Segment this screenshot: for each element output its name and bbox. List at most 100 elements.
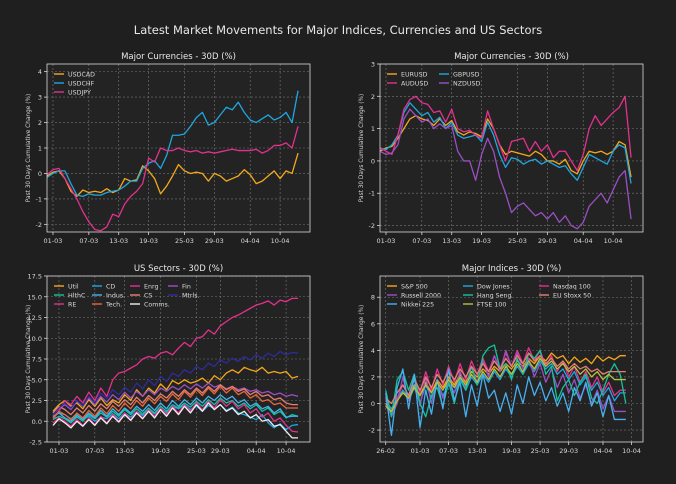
- x-tick-label: 29-03: [559, 447, 578, 455]
- y-tick-label: 3: [371, 61, 375, 69]
- x-tick-label: 13-03: [115, 447, 134, 455]
- legend-label: GBPUSD: [453, 71, 480, 78]
- x-tick-label: 19-03: [151, 447, 170, 455]
- x-tick-label: 01-03: [50, 447, 69, 455]
- y-tick-label: -1: [36, 195, 42, 203]
- y-tick-label: 1: [38, 145, 42, 153]
- x-tick-label: 13-03: [109, 237, 128, 245]
- x-tick-label: 10-04: [277, 447, 296, 455]
- y-tick-label: 8: [371, 294, 375, 302]
- legend: EURUSD GBPUSD AUDUSD NZDUSD: [387, 71, 480, 87]
- x-tick-label: 29-03: [205, 237, 224, 245]
- legend-label: Dow Jones: [477, 283, 510, 290]
- y-tick-label: -2: [369, 222, 375, 230]
- series-line-nzdusd: [380, 108, 632, 230]
- legend-label: HlthC: [68, 292, 86, 299]
- series-line-nikkei-225: [385, 368, 626, 437]
- x-tick-label: 10-04: [622, 447, 641, 455]
- y-tick-label: 5.0: [32, 376, 42, 384]
- x-tick-label: 26-02: [376, 447, 395, 455]
- series-line-audusd: [380, 95, 632, 172]
- y-tick-label: 4: [38, 68, 42, 76]
- legend: Util CD Enrg Fin HlthC Indus. CS Mtrls. RE Tech. C…: [54, 283, 200, 308]
- y-tick-label: 4: [371, 347, 375, 355]
- series-line-eurusd: [380, 115, 632, 178]
- x-tick-label: 04-04: [594, 447, 613, 455]
- axes-frame: [379, 63, 644, 233]
- x-tick-label: 07-03: [439, 447, 458, 455]
- y-tick-label: -1: [369, 190, 375, 198]
- series-line-hlthc: [52, 397, 299, 424]
- legend-label: Indus.: [106, 292, 125, 299]
- x-tick-label: 04-04: [574, 237, 593, 245]
- series-line-indus-: [52, 394, 299, 422]
- y-axis-label: Past 30 Days Cumulative Change (%): [359, 305, 365, 413]
- x-tick-label: 25-03: [508, 237, 527, 245]
- x-tick-label: 19-03: [472, 237, 491, 245]
- y-tick-label: 0: [371, 157, 375, 165]
- series-line-ftse-100: [385, 357, 626, 413]
- legend-label: CS: [144, 292, 152, 299]
- y-tick-label: -2: [369, 427, 375, 435]
- x-tick-label: 01-03: [377, 237, 396, 245]
- y-axis-label: Past 30 Days Cumulative Change (%): [359, 94, 365, 202]
- x-tick-label: 07-03: [85, 447, 104, 455]
- subplot-title: Major Currencies - 30D (%): [454, 52, 569, 62]
- series-line-fin: [52, 382, 299, 416]
- x-tick-label: 13-03: [468, 447, 487, 455]
- series-line-enrg: [52, 297, 299, 420]
- chart-currencies: -2 -1 0 1 2 3 4 01-03 07-03 13-03 19-03 25-03 29-03 0…: [26, 52, 311, 245]
- legend-label: USDCAD: [68, 71, 95, 78]
- y-tick-label: 7.5: [32, 356, 42, 364]
- series-line-util: [52, 366, 299, 412]
- series-line-hang-seng: [385, 344, 627, 418]
- axes-frame: [46, 275, 311, 443]
- x-tick-label: 07-03: [79, 237, 98, 245]
- legend-label: RE: [68, 301, 76, 308]
- series-line-usdcad: [47, 152, 299, 198]
- legend-label: EU Stoxx 50: [553, 292, 591, 299]
- subplots: -2 -1 0 1 2 3 4 01-03 07-03 13-03 19-03 25-03 29-03 0…: [26, 52, 644, 455]
- y-axis-label: Past 30 Days Cumulative Change (%): [26, 94, 32, 202]
- x-tick-label: 13-03: [442, 237, 461, 245]
- series-line-re: [52, 399, 299, 433]
- y-tick-label: 0.0: [32, 418, 42, 426]
- x-tick-label: 25-03: [175, 237, 194, 245]
- chart-sectors: -2.5 0.0 2.5 5.0 7.5 10.0 12.5 15.0 17.5 01-03 07-…: [26, 264, 311, 455]
- y-tick-label: 17.5: [28, 273, 42, 281]
- y-tick-label: 15.0: [28, 293, 42, 301]
- series-line-usdchf: [47, 90, 299, 198]
- legend-label: AUDUSD: [401, 80, 428, 87]
- series-line-comms-: [52, 402, 299, 439]
- legend-label: Util: [68, 283, 79, 290]
- legend-label: Nasdaq 100: [553, 283, 591, 290]
- axes-frame: [46, 63, 311, 233]
- chart-fx2: -2 -1 0 1 2 3 01-03 07-03 13-03 19-03 25-03 29-03 04…: [359, 52, 644, 245]
- y-tick-label: 12.5: [28, 314, 42, 322]
- legend-label: Fin: [182, 283, 191, 290]
- x-tick-label: 19-03: [139, 237, 158, 245]
- legend-label: Mtrls.: [182, 292, 200, 299]
- figure-title: Latest Market Movements for Major Indice…: [134, 23, 542, 37]
- subplot-title: Major Currencies - 30D (%): [121, 52, 236, 62]
- x-tick-label: 01-03: [44, 237, 63, 245]
- axes-frame: [379, 275, 644, 443]
- y-tick-label: 2: [371, 93, 375, 101]
- series-line-gbpusd: [380, 102, 632, 184]
- series-line-cs: [52, 384, 299, 416]
- x-tick-label: 29-03: [538, 237, 557, 245]
- x-tick-label: 29-03: [211, 447, 230, 455]
- legend-label: Comms.: [144, 301, 170, 308]
- x-tick-label: 07-03: [412, 237, 431, 245]
- x-tick-label: 19-03: [502, 447, 521, 455]
- x-tick-label: 04-04: [241, 237, 260, 245]
- legend: USDCAD USDCHF USDJPY: [54, 71, 95, 96]
- series-line-usdjpy: [47, 126, 299, 232]
- legend: S&P 500 Dow Jones Nasdaq 100 Russell 2000 Ha…: [387, 283, 591, 308]
- legend-label: EURUSD: [401, 71, 428, 78]
- legend-label: Enrg: [144, 283, 158, 290]
- y-tick-label: 2: [38, 119, 42, 127]
- legend-label: Russell 2000: [401, 292, 441, 299]
- series-line-mtrls-: [52, 350, 299, 416]
